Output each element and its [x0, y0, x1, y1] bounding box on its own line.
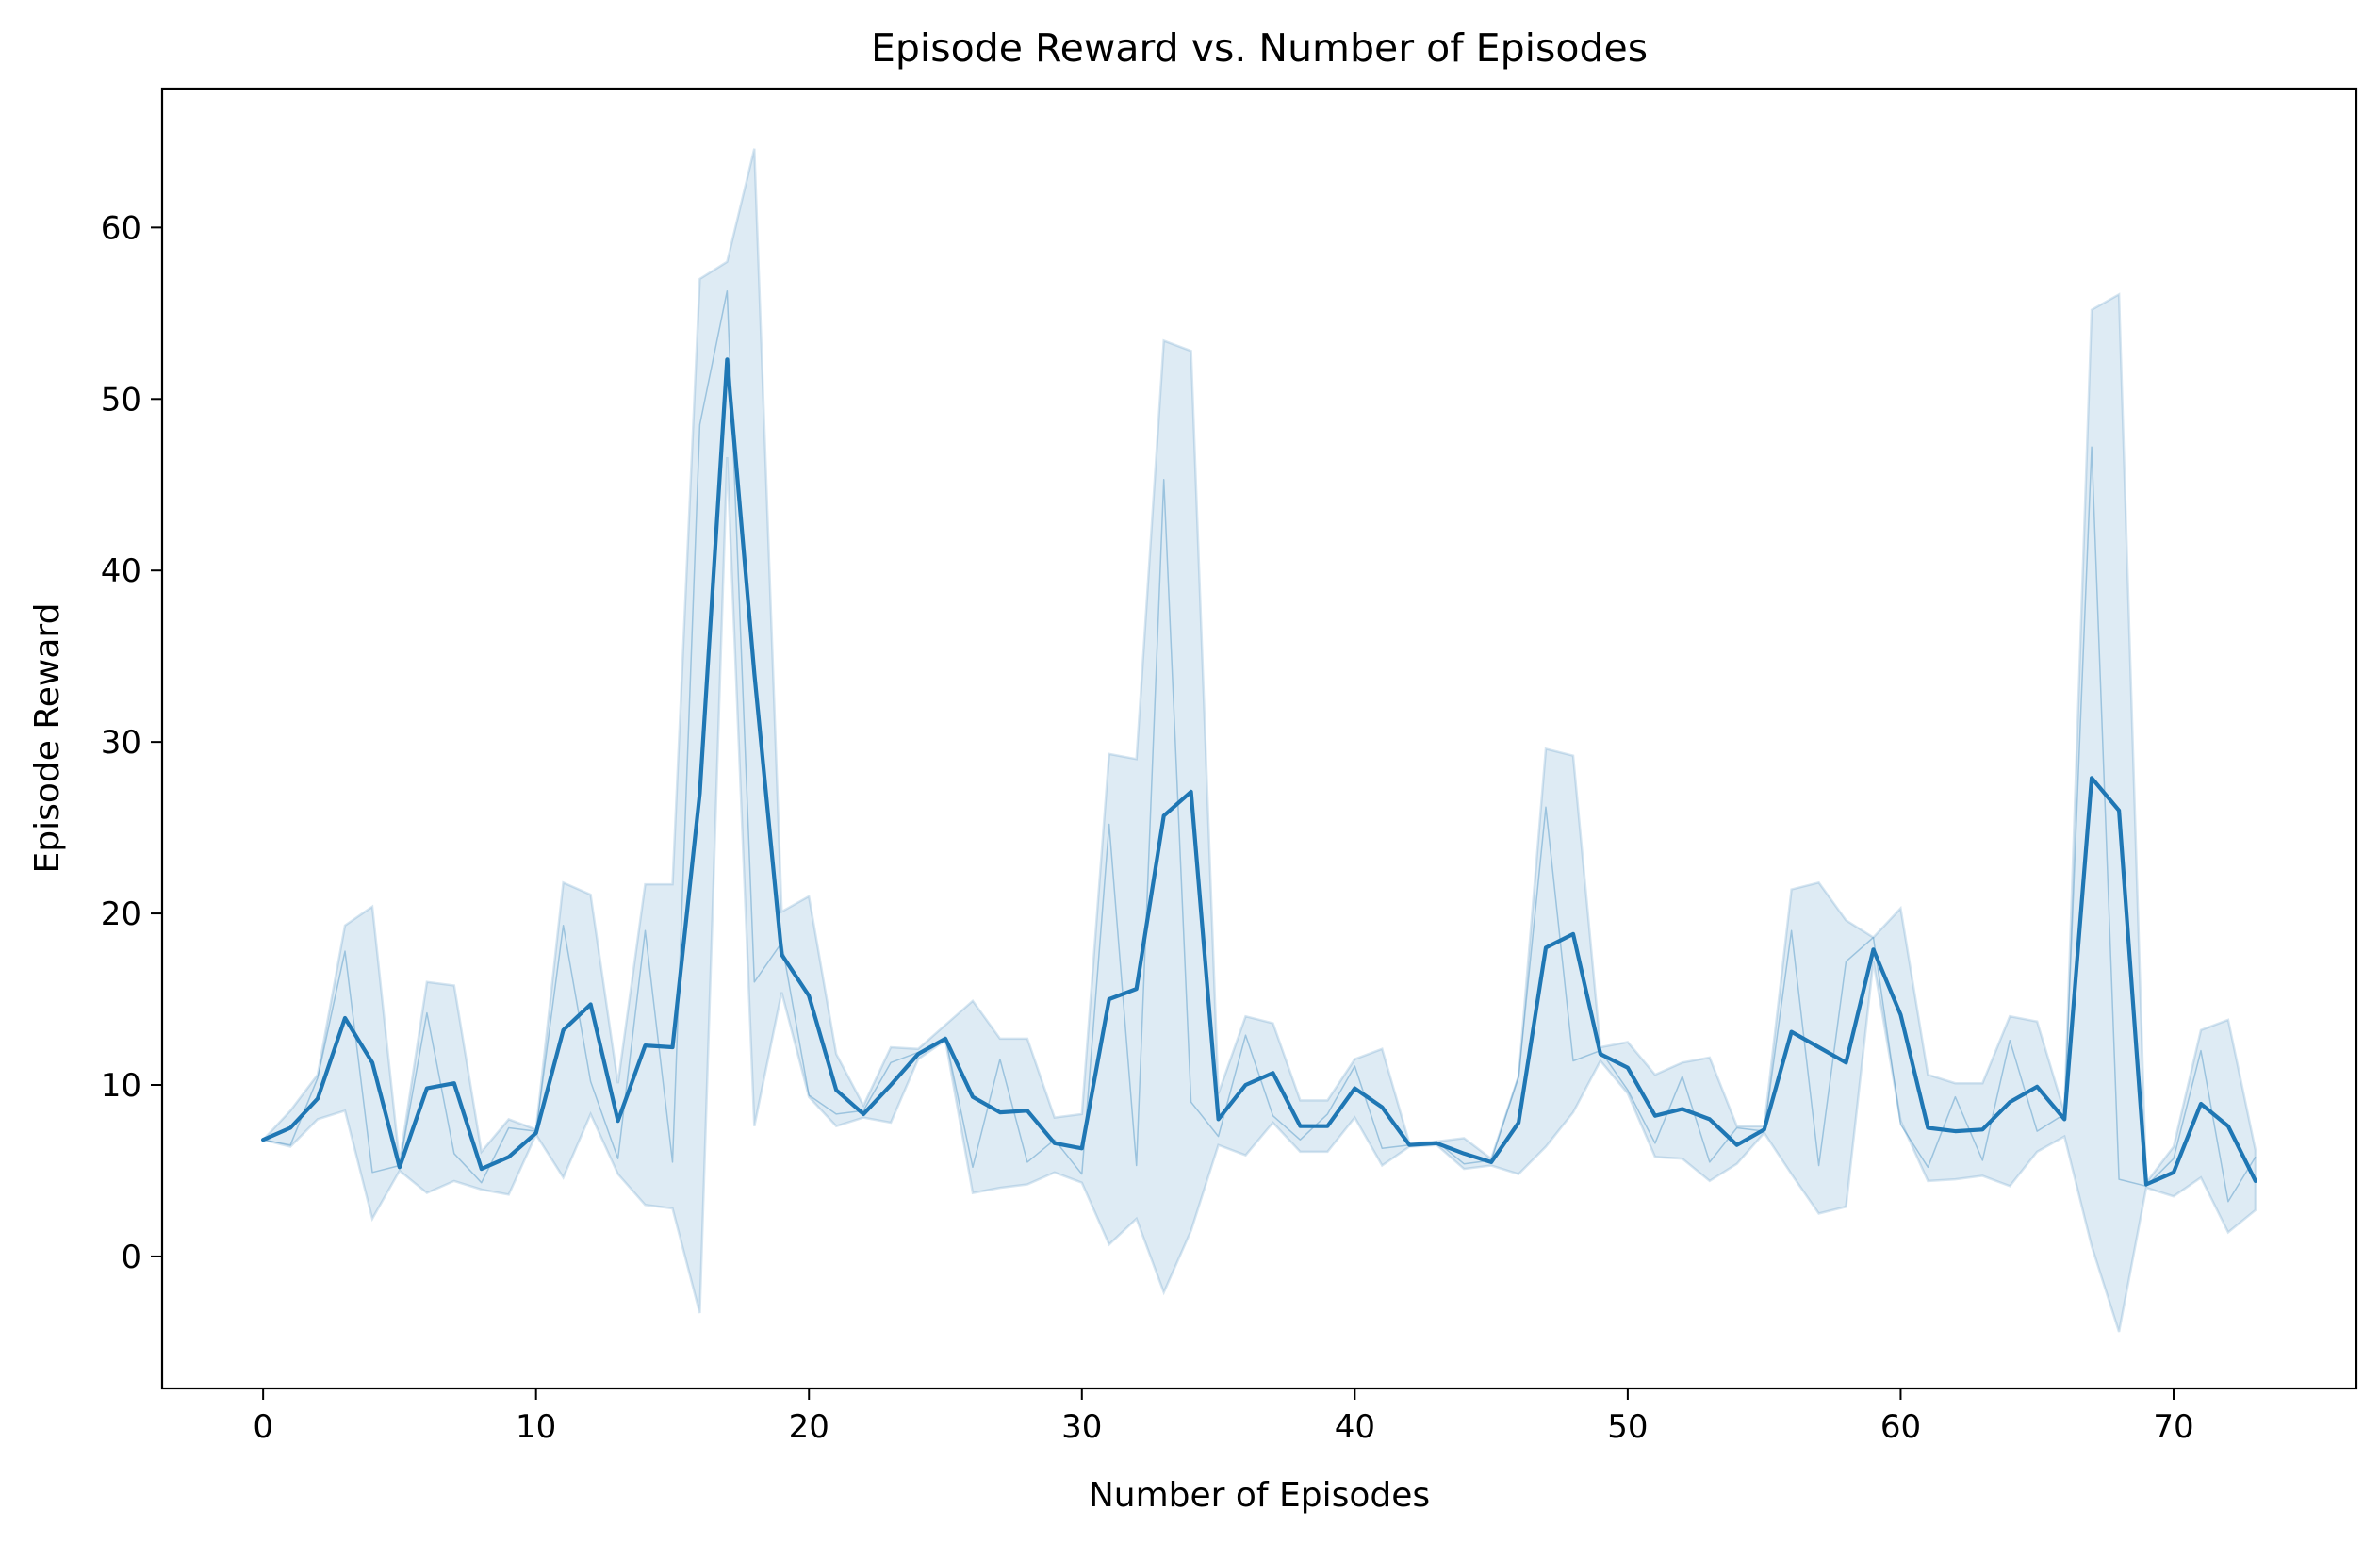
x-tick-label: 20 [789, 1408, 829, 1446]
y-tick-label: 50 [101, 381, 141, 419]
mean-reward-line [261, 357, 2257, 1187]
x-tick-label: 10 [516, 1408, 556, 1446]
x-tick-label: 60 [1880, 1408, 1921, 1446]
y-tick-label: 30 [101, 724, 141, 762]
y-tick-label: 10 [101, 1067, 141, 1105]
y-tick-label: 40 [101, 552, 141, 590]
plot-area [260, 148, 2257, 1333]
y-tick-label: 20 [101, 895, 141, 933]
chart-title: Episode Reward vs. Number of Episodes [871, 25, 1648, 71]
x-tick-label: 30 [1061, 1408, 1102, 1446]
y-axis-label: Episode Reward [28, 603, 67, 874]
x-axis-label: Number of Episodes [1089, 1476, 1430, 1515]
x-tick-label: 40 [1335, 1408, 1375, 1446]
raw-reward-line [262, 289, 2257, 1203]
y-axis: 0 10 20 30 40 50 60 [101, 209, 162, 1276]
y-tick-label: 0 [121, 1239, 141, 1276]
x-tick-label: 0 [253, 1408, 273, 1446]
axes-frame [160, 87, 2358, 1390]
y-tick-label: 60 [101, 209, 141, 247]
x-axis: 0 10 20 30 40 50 60 70 [253, 1388, 2194, 1446]
x-tick-label: 70 [2153, 1408, 2193, 1446]
x-tick-label: 50 [1607, 1408, 1648, 1446]
